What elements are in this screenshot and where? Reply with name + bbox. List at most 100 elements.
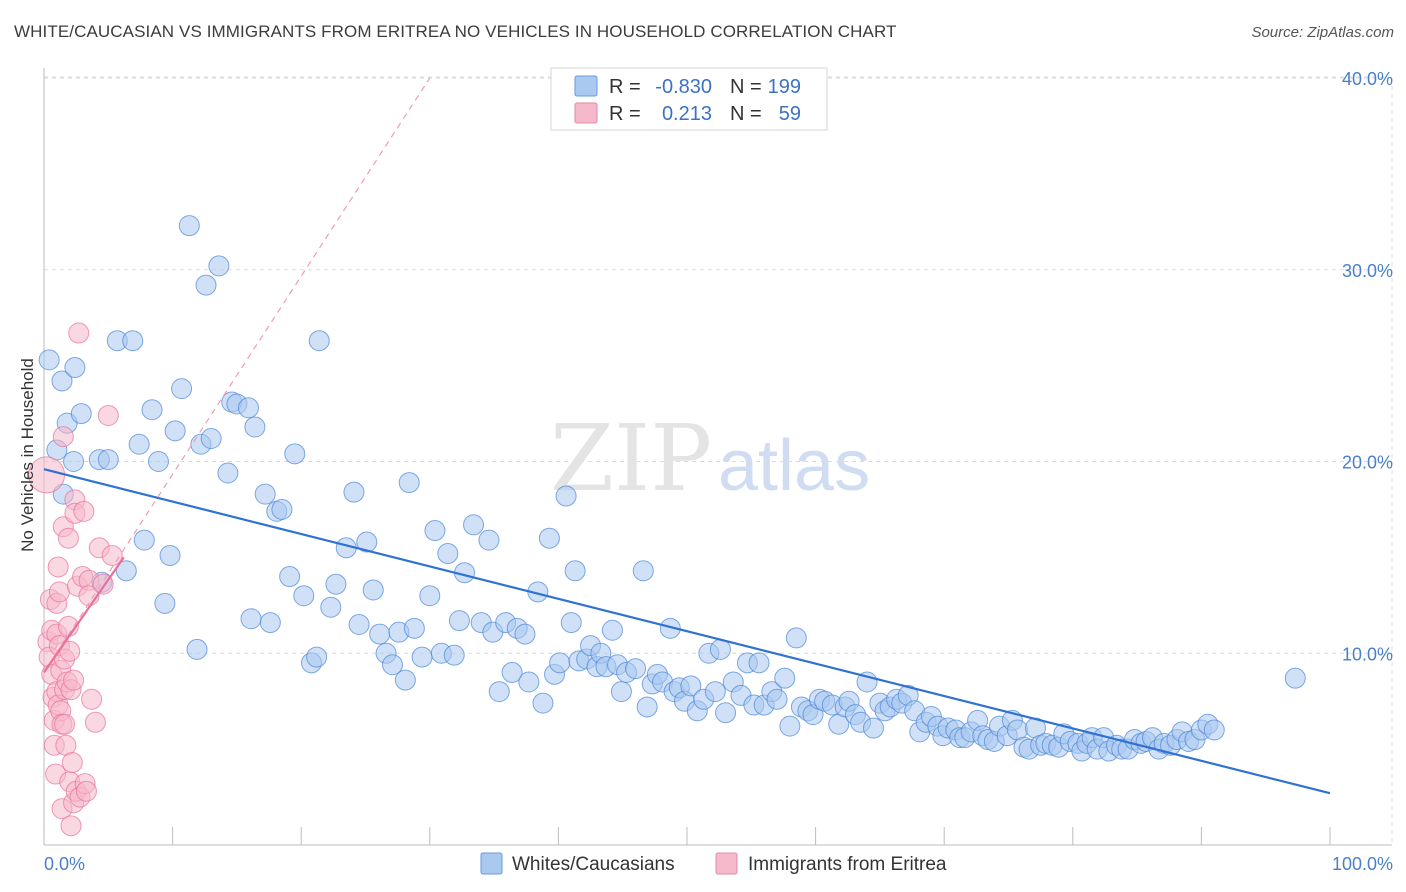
data-point xyxy=(779,715,801,737)
data-point xyxy=(200,427,222,449)
data-point xyxy=(659,617,681,639)
data-point xyxy=(549,652,571,674)
data-point xyxy=(75,780,97,802)
n-value-whites: 199 xyxy=(768,76,801,98)
data-point xyxy=(208,255,230,277)
data-point xyxy=(501,661,523,683)
data-point xyxy=(57,527,79,549)
data-point xyxy=(279,566,301,588)
data-point xyxy=(259,612,281,634)
data-point xyxy=(63,451,85,472)
y-tick-label: 40.0% xyxy=(1342,69,1393,89)
data-point xyxy=(159,544,181,566)
y-tick-label: 30.0% xyxy=(1342,261,1393,281)
data-point xyxy=(217,462,239,484)
x-tick-label-min: 0.0% xyxy=(44,854,85,874)
chart-title: WHITE/CAUCASIAN VS IMMIGRANTS FROM ERITR… xyxy=(14,22,897,41)
data-point xyxy=(398,472,420,494)
data-point xyxy=(133,529,155,551)
y-tick-label: 10.0% xyxy=(1342,644,1393,664)
data-point xyxy=(362,579,384,601)
data-point xyxy=(403,617,425,639)
data-point xyxy=(48,581,70,603)
r-label-eritrea: R = xyxy=(609,103,641,125)
watermark-atlas: atlas xyxy=(718,426,870,506)
data-point xyxy=(64,357,86,379)
data-point xyxy=(564,560,586,582)
data-point xyxy=(52,426,74,448)
data-point xyxy=(237,397,259,419)
data-point xyxy=(38,349,60,371)
source-note: Source: ZipAtlas.com xyxy=(1251,24,1394,41)
data-point xyxy=(154,592,176,614)
data-point xyxy=(1284,667,1306,689)
data-point xyxy=(51,370,73,392)
data-point xyxy=(97,449,119,471)
trend-line-eritrea xyxy=(43,556,125,674)
data-point xyxy=(555,485,577,507)
x-tick-label-max: 100.0% xyxy=(1332,854,1393,874)
data-point xyxy=(382,654,404,676)
data-point xyxy=(538,527,560,549)
data-point xyxy=(704,681,726,703)
data-point xyxy=(443,644,465,666)
data-point xyxy=(437,543,459,565)
data-point xyxy=(1203,719,1225,741)
data-point xyxy=(128,433,150,455)
r-value-whites: -0.830 xyxy=(655,76,712,98)
watermark: ZIP atlas xyxy=(550,405,870,512)
data-point xyxy=(171,378,193,400)
series-eritrea xyxy=(28,322,123,837)
data-point xyxy=(610,681,632,703)
data-point xyxy=(63,669,85,691)
x-tick-labels: 0.0% 100.0% xyxy=(44,854,1393,874)
data-point xyxy=(748,652,770,674)
trend-line-extended-eritrea xyxy=(43,77,431,673)
data-point xyxy=(560,612,582,634)
data-point xyxy=(514,623,536,645)
data-point xyxy=(141,399,163,421)
y-axis-title: No Vehicles in Household xyxy=(18,358,37,552)
data-point xyxy=(448,610,470,632)
data-point xyxy=(320,596,342,618)
legend-swatch-whites xyxy=(574,75,598,97)
data-point xyxy=(195,274,217,296)
data-point xyxy=(419,585,441,607)
data-point xyxy=(254,483,276,505)
bottom-legend-swatch-eritrea xyxy=(715,852,738,875)
legend-swatch-eritrea xyxy=(574,102,598,124)
data-point xyxy=(862,717,884,739)
r-value-eritrea: 0.213 xyxy=(662,103,712,125)
data-points xyxy=(28,215,1306,837)
data-point xyxy=(68,322,90,344)
data-point xyxy=(115,560,137,582)
data-point xyxy=(532,692,554,714)
data-point xyxy=(73,500,95,522)
data-point xyxy=(306,646,328,668)
data-point xyxy=(424,520,446,542)
data-point xyxy=(70,403,92,425)
data-point xyxy=(164,420,186,442)
data-point xyxy=(680,675,702,697)
data-point xyxy=(54,713,76,735)
data-point xyxy=(488,681,510,703)
n-label-whites: N = xyxy=(730,76,762,98)
data-point xyxy=(325,573,347,595)
data-point xyxy=(284,443,306,465)
trend-lines xyxy=(43,77,1331,795)
data-point xyxy=(348,613,370,635)
trend-line-whites xyxy=(43,468,1331,795)
data-point xyxy=(774,667,796,689)
n-value-eritrea: 59 xyxy=(779,103,801,125)
data-point xyxy=(636,696,658,718)
data-point xyxy=(240,608,262,630)
data-point xyxy=(61,752,83,774)
data-point xyxy=(147,451,169,472)
data-point xyxy=(369,623,391,645)
stats-row-eritrea: R = 0.213 N = 59 xyxy=(574,102,801,125)
bottom-legend-label-eritrea: Immigrants from Eritrea xyxy=(748,854,947,875)
stats-legend: R = -0.830 N = 199 R = 0.213 N = 59 xyxy=(550,67,828,131)
data-point xyxy=(411,646,433,668)
data-point xyxy=(47,556,69,578)
axes xyxy=(43,68,1392,846)
